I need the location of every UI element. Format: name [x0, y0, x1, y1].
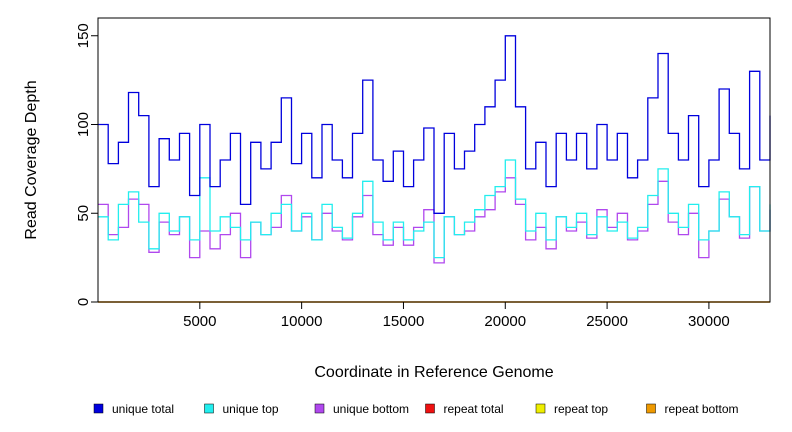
- legend-swatch-repeat-total: [425, 403, 435, 414]
- legend-swatch-repeat-bottom: [646, 403, 656, 414]
- legend-swatch-unique-bottom: [314, 403, 325, 414]
- legend-swatch-unique-top: [204, 403, 214, 414]
- legend-label-repeat-total: repeat total: [444, 402, 504, 416]
- x-tick-label: 25000: [586, 313, 628, 330]
- legend-swatch-repeat-top: [535, 403, 546, 414]
- legend-label-repeat-top: repeat top: [554, 402, 608, 416]
- y-axis: 0 50 100 150: [75, 23, 98, 306]
- legend-label-unique-bottom: unique bottom: [333, 402, 409, 416]
- y-axis-title: Read Coverage Depth: [23, 80, 40, 239]
- legend-label-unique-total: unique total: [112, 402, 174, 416]
- x-tick-label: 20000: [484, 313, 526, 330]
- legend-swatch-unique-total: [93, 403, 104, 414]
- x-axis-title: Coordinate in Reference Genome: [314, 364, 553, 381]
- legend-label-repeat-bottom: repeat bottom: [665, 402, 739, 416]
- series-layer: [98, 35, 771, 303]
- y-tick-label: 50: [75, 205, 92, 222]
- legend-label-unique-top: unique top: [223, 402, 279, 416]
- y-tick-label: 100: [75, 112, 92, 137]
- x-tick-label: 5000: [183, 313, 216, 330]
- y-tick-label: 150: [75, 23, 92, 48]
- x-tick-label: 30000: [688, 313, 730, 330]
- y-tick-label: 0: [75, 298, 92, 306]
- legend: unique total unique top unique bottom repea…: [93, 402, 739, 416]
- series-line-unique-top: [98, 159, 771, 259]
- x-axis: 5000 10000 15000 20000 25000 30000: [183, 302, 730, 330]
- x-tick-label: 15000: [383, 313, 425, 330]
- plot-frame: [97, 17, 771, 303]
- series-line-unique-total: [98, 35, 771, 214]
- x-tick-label: 10000: [281, 313, 323, 330]
